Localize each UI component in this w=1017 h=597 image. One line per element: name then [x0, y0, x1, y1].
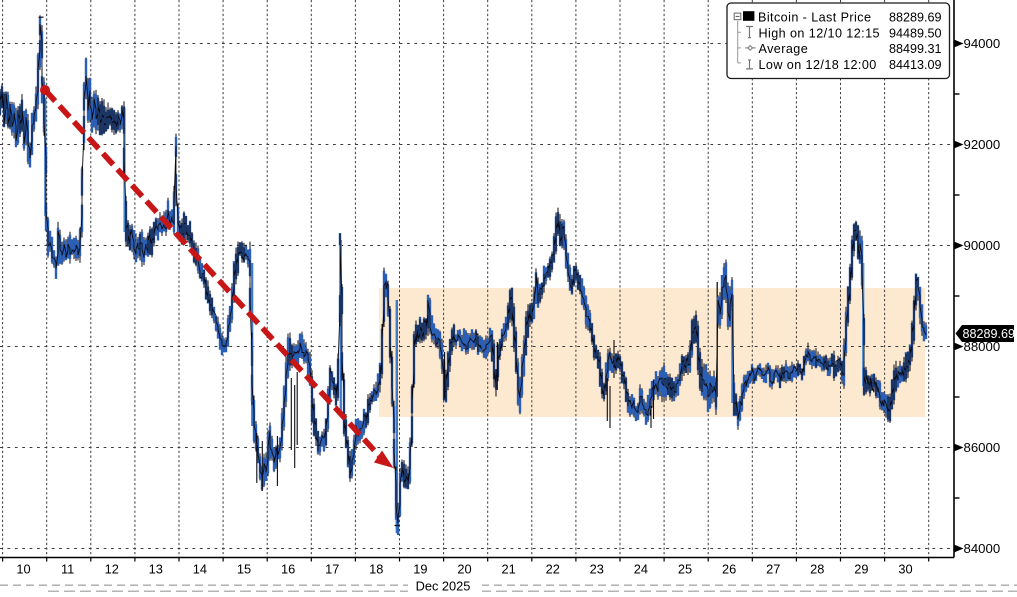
svg-text:23: 23: [590, 562, 604, 577]
svg-text:21: 21: [501, 562, 515, 577]
svg-text:27: 27: [766, 562, 780, 577]
svg-text:86000: 86000: [964, 440, 1001, 455]
svg-text:24: 24: [634, 562, 648, 577]
svg-text:94489.50: 94489.50: [889, 27, 942, 41]
svg-text:88000: 88000: [964, 339, 1001, 354]
svg-text:29: 29: [854, 562, 868, 577]
svg-text:88289.69: 88289.69: [963, 327, 1016, 341]
svg-text:16: 16: [281, 562, 295, 577]
svg-text:88289.69: 88289.69: [889, 11, 942, 25]
svg-text:26: 26: [722, 562, 736, 577]
svg-text:20: 20: [457, 562, 471, 577]
svg-text:25: 25: [678, 562, 692, 577]
svg-text:Bitcoin - Last Price: Bitcoin - Last Price: [758, 11, 871, 25]
svg-text:17: 17: [325, 562, 339, 577]
svg-text:94000: 94000: [964, 36, 1001, 51]
svg-text:12: 12: [105, 562, 119, 577]
svg-text:Dec 2025: Dec 2025: [416, 578, 471, 592]
svg-text:Average: Average: [759, 42, 809, 56]
svg-text:High on 12/10 12:15: High on 12/10 12:15: [759, 27, 880, 41]
svg-text:84000: 84000: [964, 541, 1001, 556]
svg-text:Low on 12/18 12:00: Low on 12/18 12:00: [759, 58, 877, 72]
svg-text:84413.09: 84413.09: [889, 58, 942, 72]
svg-text:13: 13: [149, 562, 163, 577]
svg-text:11: 11: [61, 562, 74, 577]
svg-text:14: 14: [193, 562, 207, 577]
svg-text:30: 30: [898, 562, 912, 577]
svg-text:22: 22: [546, 562, 560, 577]
svg-text:15: 15: [237, 562, 251, 577]
svg-text:90000: 90000: [964, 238, 1001, 253]
svg-text:92000: 92000: [964, 137, 1001, 152]
svg-text:28: 28: [810, 562, 824, 577]
svg-text:10: 10: [16, 562, 30, 577]
svg-text:88499.31: 88499.31: [889, 42, 942, 56]
svg-text:19: 19: [413, 562, 427, 577]
svg-text:18: 18: [369, 562, 383, 577]
